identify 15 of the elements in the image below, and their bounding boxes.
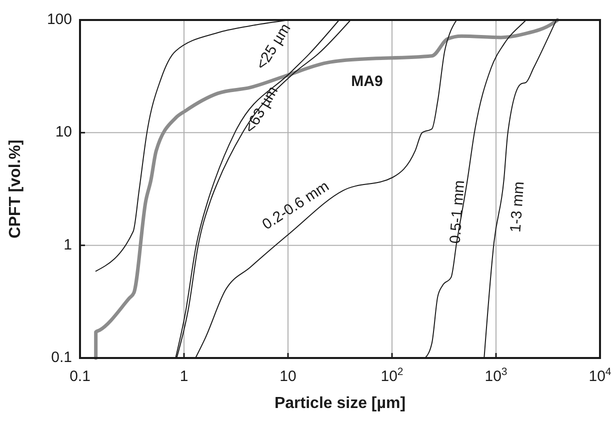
- text: <25 µm: [252, 20, 294, 73]
- x-axis-title: Particle size [µm]: [274, 395, 406, 412]
- y-tick-label: 10: [55, 124, 72, 141]
- x-tick-label: 1: [180, 368, 188, 385]
- x-tick-label: 10$^{3}$: [484, 366, 508, 385]
- series-label: MA9: [351, 72, 383, 90]
- x-tick-label: 10$^{4}$: [588, 366, 612, 385]
- x-tick-label: 10: [280, 368, 296, 385]
- y-axis-title: CPFT [vol.%]: [7, 140, 24, 238]
- y-tick-label: 0.1: [51, 348, 72, 366]
- y-tick-label: 100: [46, 10, 72, 28]
- x-tick-label: 10$^{2}$: [380, 366, 404, 385]
- y-tick-label: 1: [64, 236, 72, 254]
- x-tick-label: 0.1: [70, 368, 90, 385]
- text: 1-3 mm: [507, 181, 528, 233]
